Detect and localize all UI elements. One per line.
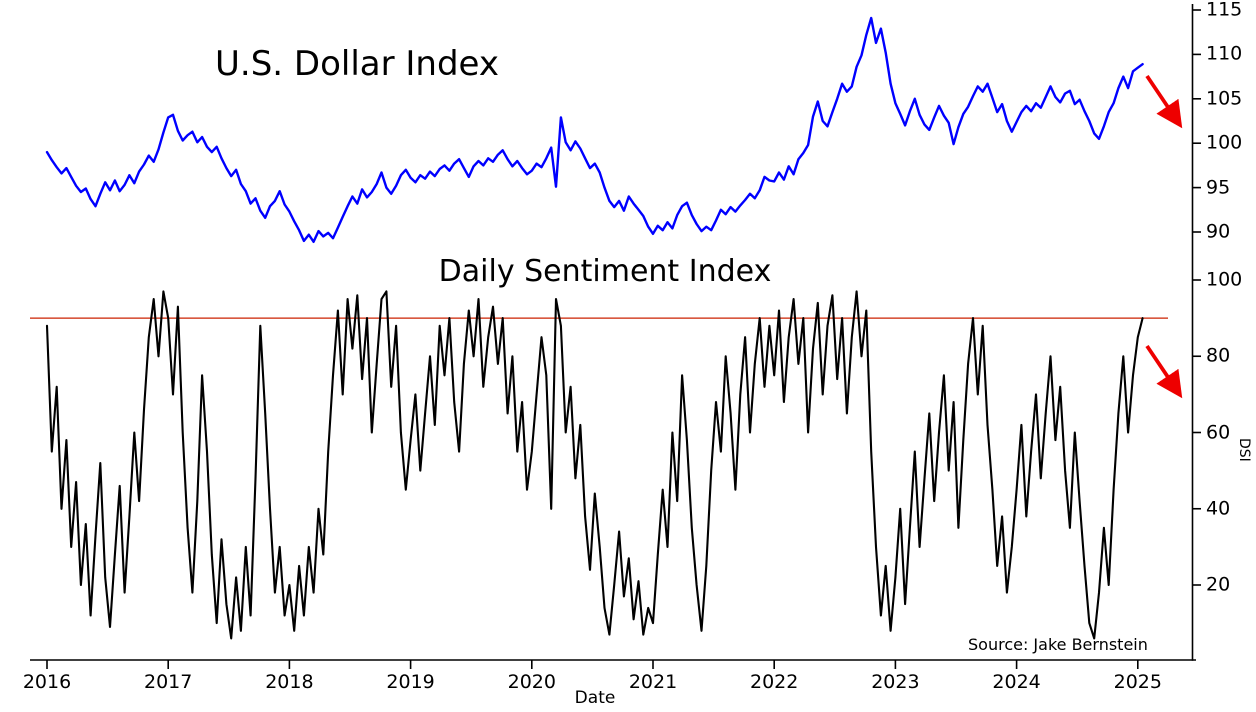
x-tick-label: 2020	[507, 671, 556, 693]
usd-chart-title: U.S. Dollar Index	[215, 44, 499, 84]
x-tick-label: 2017	[144, 671, 193, 693]
y-tick-label: 110	[1206, 42, 1243, 65]
x-axis-label: Date	[574, 688, 616, 708]
y-tick-label: 20	[1206, 573, 1231, 596]
x-tick-label: 2016	[22, 671, 72, 693]
x-tick-label: 2022	[750, 671, 799, 693]
y-tick-label: 100	[1206, 131, 1243, 154]
dsi-chart-title: Daily Sentiment Index	[438, 254, 772, 289]
x-tick-label: 2024	[992, 671, 1041, 693]
y-tick-label: 100	[1206, 268, 1243, 291]
x-tick-label: 2019	[386, 671, 435, 693]
dsi-y-axis-label: DSI	[1236, 438, 1252, 462]
usd-index-line	[45, 16, 1144, 244]
y-tick-label: 40	[1206, 497, 1231, 520]
dsi-line	[45, 290, 1144, 640]
x-tick-label: 2021	[628, 671, 678, 693]
source-annotation: Source: Jake Bernstein	[968, 635, 1148, 654]
y-tick-label: 80	[1206, 344, 1231, 367]
y-tick-label: 105	[1206, 87, 1243, 110]
y-tick-label: 115	[1206, 0, 1243, 21]
x-tick-label: 2023	[871, 671, 920, 693]
dsi-down-arrow	[1145, 344, 1183, 399]
y-tick-label: 90	[1206, 220, 1231, 243]
x-tick-label: 2018	[265, 671, 314, 693]
y-tick-label: 60	[1206, 421, 1231, 444]
y-tick-label: 95	[1206, 176, 1231, 199]
x-tick-label: 2025	[1113, 671, 1162, 693]
usd-down-arrow	[1145, 74, 1183, 129]
